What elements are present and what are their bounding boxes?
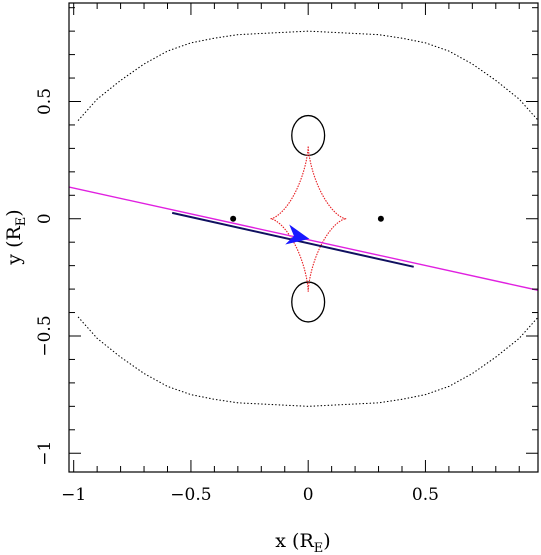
plot-frame: [68, 2, 539, 473]
y-axis-label-sub: E: [14, 217, 29, 227]
x-tick-label: −1: [61, 485, 86, 505]
x-axis-label-close: ): [323, 530, 330, 552]
y-axis-label: y (RE): [3, 209, 29, 265]
y-tick-label: −1: [35, 441, 55, 466]
critical-curve-outer-top: [77, 30, 538, 121]
x-axis-label: x (RE): [275, 530, 330, 555]
caustic: [270, 146, 347, 292]
x-tick-labels: −1 −0.5 0 0.5: [61, 485, 439, 505]
x-axis-label-sub: E: [314, 541, 324, 555]
lens-point-2: [377, 215, 384, 222]
y-axis-label-main: y (R: [3, 226, 25, 266]
x-tick-label: 0: [303, 485, 314, 505]
critical-curve-inner-top: [291, 114, 326, 157]
y-tick-label: 0.5: [35, 88, 55, 115]
y-tick-label: −0.5: [35, 315, 55, 356]
y-axis-label-close: ): [3, 209, 25, 216]
axes-frame: [68, 2, 539, 473]
x-tick-label: −0.5: [170, 485, 211, 505]
critical-curve-outer-bottom: [77, 316, 538, 407]
x-axis-label-main: x (R: [275, 530, 314, 552]
critical-curve-inner-bottom: [291, 281, 326, 323]
y-tick-labels: −1 −0.5 0 0.5: [35, 88, 55, 466]
plot-content: [69, 30, 538, 407]
y-tick-label: 0: [35, 213, 55, 224]
x-tick-label: 0.5: [412, 485, 439, 505]
direction-arrow: [285, 224, 310, 245]
lens-point-1: [230, 215, 237, 222]
